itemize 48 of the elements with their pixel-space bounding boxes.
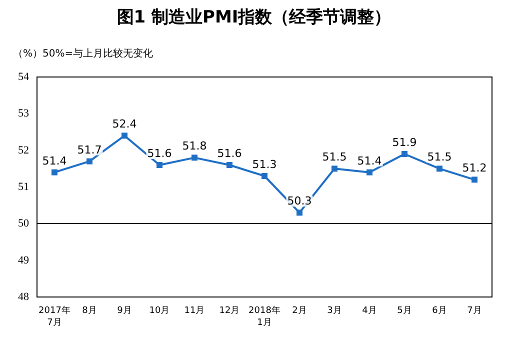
data-label: 52.4 (112, 118, 137, 131)
data-label: 51.3 (252, 158, 277, 171)
point (332, 166, 338, 172)
x-tick-label: 10月 (149, 306, 170, 316)
point (402, 151, 408, 157)
data-label: 51.6 (217, 147, 242, 160)
x-tick-label: 7月 (467, 306, 482, 316)
x-tick-label: 2月 (292, 306, 307, 316)
point (156, 162, 162, 168)
data-label: 51.9 (392, 136, 417, 149)
y-tick-label: 49 (18, 254, 30, 266)
data-label: 51.4 (42, 154, 67, 168)
data-label: 51.8 (182, 140, 207, 153)
point (296, 210, 302, 216)
point (86, 158, 92, 164)
y-tick-label: 48 (18, 291, 30, 303)
point (262, 173, 268, 179)
y-tick-label: 54 (18, 71, 30, 83)
data-label: 51.5 (427, 150, 452, 164)
data-label: 51.5 (322, 150, 347, 164)
point (366, 169, 372, 176)
point (472, 176, 478, 183)
x-tick-label: 5月 (397, 306, 412, 316)
x-tick-label: 11月 (184, 306, 205, 316)
y-tick-label: 52 (18, 144, 29, 156)
x-tick-label: 4月 (362, 306, 377, 316)
y-tick-label: 51 (18, 181, 29, 193)
y-tick-label: 50 (18, 218, 30, 230)
point (226, 162, 232, 168)
point (52, 169, 58, 176)
data-label: 51.6 (147, 147, 172, 160)
x-tick-label: 3月 (327, 306, 342, 316)
point (122, 132, 128, 139)
data-label: 51.4 (357, 154, 382, 168)
x-tick-label: 2017年 7月 (38, 305, 70, 328)
x-tick-label: 9月 (117, 306, 132, 316)
x-tick-label: 8月 (82, 306, 97, 316)
chart-title: 图1 制造业PMI指数（经季节调整） (116, 8, 392, 28)
y-axis-title: （%）50%=与上月比较无变化 (13, 48, 154, 60)
data-label: 51.7 (77, 143, 102, 156)
x-tick-label: 12月 (219, 306, 240, 316)
data-label: 51.2 (462, 162, 487, 175)
x-tick-label: 6月 (432, 306, 447, 316)
point (192, 154, 198, 161)
y-tick-label: 53 (18, 108, 30, 120)
point (436, 166, 442, 172)
data-label: 50.3 (287, 194, 312, 208)
x-tick-label: 2018年 1月 (248, 305, 280, 328)
